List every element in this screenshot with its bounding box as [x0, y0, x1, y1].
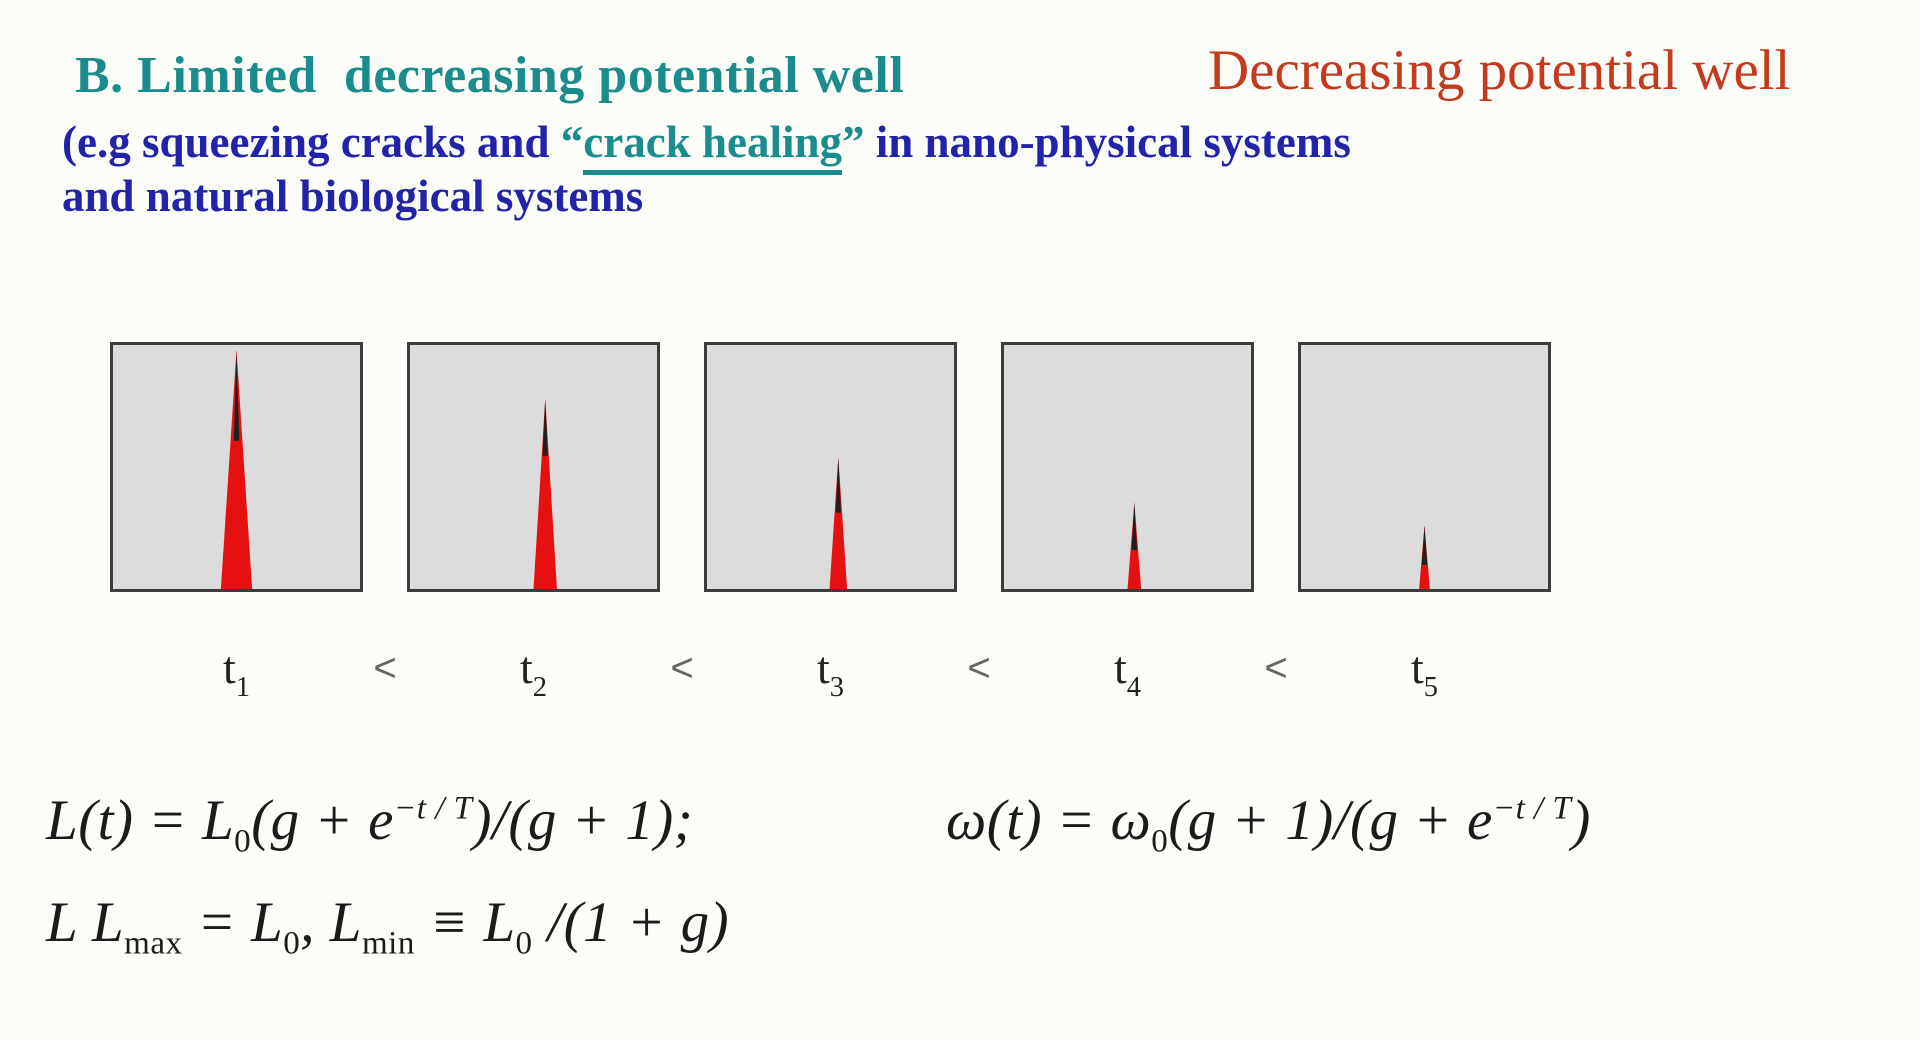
slide-title: B. Limited decreasing potential well — [75, 47, 905, 104]
less-than-sign: < — [1264, 646, 1288, 690]
crack-tip-line — [1421, 525, 1428, 565]
math-sub: 0 — [283, 925, 301, 962]
time-label-base: t — [222, 642, 236, 693]
math-text: ) — [1571, 789, 1591, 852]
formula-limits: L Lmax = L0, Lmin ≡ L0 /(1 + g) — [46, 890, 729, 963]
time-label-t3: t3 — [704, 645, 957, 702]
time-label-subscript: 3 — [829, 671, 845, 703]
crack-panel-3 — [704, 342, 957, 592]
math-text: L L — [46, 891, 125, 954]
less-than-sign: < — [670, 646, 694, 690]
subtitle-line-1: (e.g squeezing cracks and “crack healing… — [62, 116, 1351, 175]
time-label-subscript: 1 — [235, 671, 251, 703]
math-sub: 0 — [1151, 823, 1169, 860]
crack-tip-line — [233, 349, 240, 441]
time-label-base: t — [519, 642, 533, 693]
crack-tip-line — [835, 457, 842, 513]
time-label-t1: t1 — [110, 645, 363, 702]
crack-tip-line — [1131, 502, 1138, 551]
crack-spike — [829, 457, 848, 589]
crack-spike — [533, 398, 557, 589]
crack-panel-row — [110, 342, 1551, 592]
crack-spike-drawing — [829, 457, 848, 589]
time-label-t5: t5 — [1298, 645, 1551, 702]
math-text: ω(t) = ω — [946, 789, 1152, 852]
open-quote: “ — [560, 117, 584, 167]
time-label-subscript: 4 — [1126, 671, 1142, 703]
crack-spike-drawing — [220, 349, 253, 589]
less-than-sign: < — [373, 646, 397, 690]
math-sub: 0 — [234, 823, 252, 860]
time-label-subscript: 5 — [1423, 671, 1439, 703]
math-text: /(1 + g) — [532, 891, 730, 954]
math-sub: 0 — [515, 925, 533, 962]
less-than-sign: < — [967, 646, 991, 690]
crack-panel-5 — [1298, 342, 1551, 592]
math-text: L(t) = L — [46, 789, 235, 852]
time-label-base: t — [816, 642, 830, 693]
formula-omega: ω(t) = ω0(g + 1)/(g + e−t / T) — [946, 788, 1591, 861]
subtitle-line-2: and natural biological systems — [62, 171, 644, 221]
time-label-t4: t4 — [1001, 645, 1254, 702]
crack-spike — [220, 349, 253, 589]
crack-panel-2 — [407, 342, 660, 592]
time-label-subscript: 2 — [532, 671, 548, 703]
math-text: (g + 1)/(g + e — [1168, 789, 1493, 852]
time-label-base: t — [1410, 642, 1424, 693]
time-label-t2: t2 — [407, 645, 660, 702]
crack-tip-line — [542, 398, 548, 456]
math-sup: −t / T — [1492, 790, 1572, 827]
time-label-row: t1 < t2 < t3 < t4 < t5 — [110, 645, 1551, 702]
subtitle-prefix: (e.g squeezing cracks and — [62, 117, 561, 167]
math-text: (g + e — [251, 789, 394, 852]
close-quote: ” — [841, 117, 865, 167]
crack-panel-1 — [110, 342, 363, 592]
right-heading: Decreasing potential well — [1208, 39, 1791, 102]
math-sup: −t / T — [393, 790, 473, 827]
math-text: = L — [182, 891, 284, 954]
math-sub: min — [361, 925, 415, 962]
subtitle-suffix: in nano-physical systems — [864, 117, 1351, 167]
math-sub: max — [124, 925, 183, 962]
crack-spike-drawing — [1127, 502, 1142, 589]
crack-panel-4 — [1001, 342, 1254, 592]
crack-spike-drawing — [533, 398, 557, 589]
math-text: ≡ L — [414, 891, 516, 954]
crack-healing-highlight: crack healing — [583, 117, 842, 175]
crack-spike-drawing — [1419, 525, 1430, 589]
formula-length: L(t) = L0(g + e−t / T)/(g + 1); — [46, 788, 693, 861]
math-text: )/(g + 1); — [472, 789, 694, 852]
math-text: , L — [300, 891, 362, 954]
time-label-base: t — [1113, 642, 1127, 693]
